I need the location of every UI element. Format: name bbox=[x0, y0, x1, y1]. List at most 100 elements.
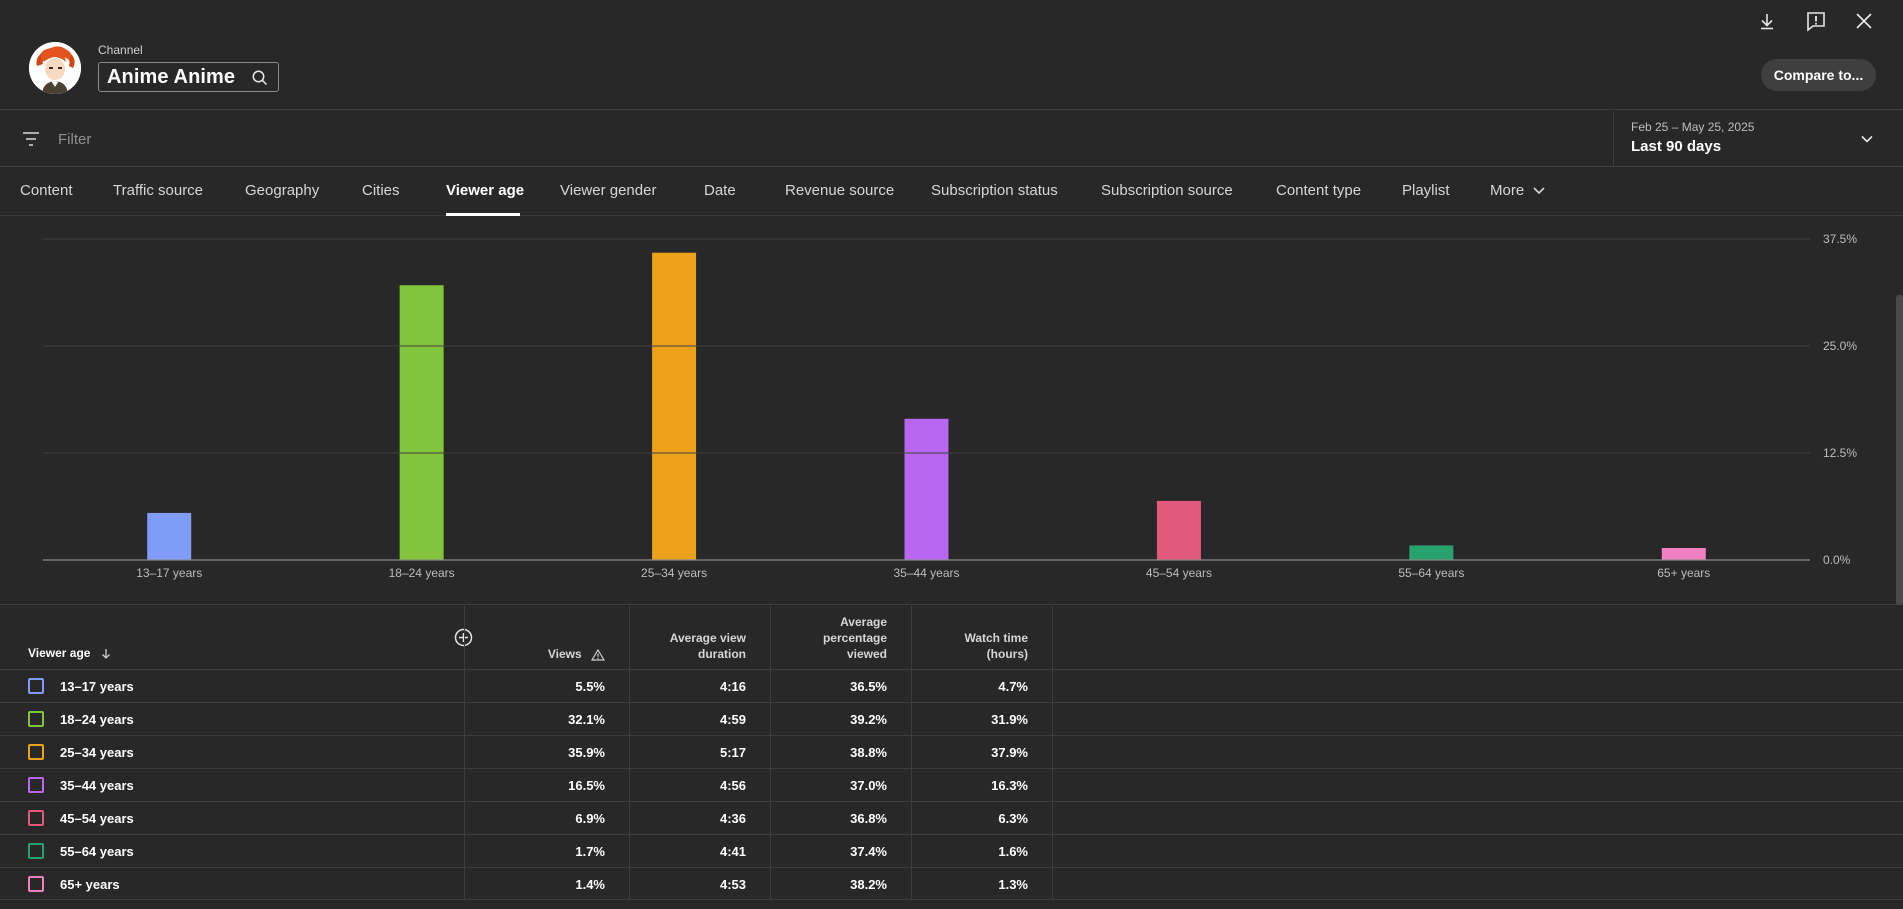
avg-pct-header-line1: Average bbox=[840, 615, 887, 629]
tab-more-label: More bbox=[1490, 182, 1525, 199]
row-label: 13–17 years bbox=[60, 679, 134, 694]
tab-subscription-source[interactable]: Subscription source bbox=[1101, 182, 1233, 199]
tab-content-type[interactable]: Content type bbox=[1276, 182, 1362, 199]
row-checkbox[interactable] bbox=[28, 843, 44, 859]
bar-1[interactable] bbox=[147, 512, 192, 560]
row-checkbox[interactable] bbox=[28, 876, 44, 892]
x-tick-label: 45–54 years bbox=[1146, 566, 1212, 580]
bar-4[interactable] bbox=[904, 418, 949, 560]
avg-duration-header-line2: duration bbox=[698, 647, 746, 661]
column-divider bbox=[1052, 606, 1053, 900]
row-checkbox[interactable] bbox=[28, 744, 44, 760]
row-label: 65+ years bbox=[60, 877, 120, 892]
date-range-picker[interactable]: Feb 25 – May 25, 2025 Last 90 days bbox=[1613, 111, 1903, 167]
row-label: 45–54 years bbox=[60, 811, 134, 826]
channel-selector[interactable]: Anime Anime bbox=[98, 62, 279, 92]
x-tick-label: 13–17 years bbox=[136, 566, 202, 580]
table-row[interactable]: 45–54 years 6.9% 4:36 36.8% 6.3% bbox=[0, 801, 1903, 834]
column-header-views[interactable]: Views bbox=[500, 646, 606, 709]
cell-views: 32.1% bbox=[568, 712, 605, 727]
column-header-label: Viewer age bbox=[28, 646, 91, 660]
tab-viewer-gender[interactable]: Viewer gender bbox=[560, 182, 657, 199]
bar-7[interactable] bbox=[1661, 548, 1706, 560]
add-circle-icon[interactable] bbox=[454, 628, 473, 647]
scrollbar[interactable] bbox=[1896, 295, 1903, 605]
row-label: 25–34 years bbox=[60, 745, 134, 760]
avg-duration-header-line1: Average view bbox=[669, 631, 746, 645]
channel-caption: Channel bbox=[98, 43, 143, 57]
bar-2[interactable] bbox=[399, 285, 444, 560]
row-checkbox[interactable] bbox=[28, 711, 44, 727]
tab-cities[interactable]: Cities bbox=[362, 182, 400, 199]
row-checkbox[interactable] bbox=[28, 678, 44, 694]
tab-traffic-source[interactable]: Traffic source bbox=[113, 182, 204, 199]
cell-watch-time: 1.6% bbox=[998, 844, 1028, 859]
tab-geography[interactable]: Geography bbox=[245, 182, 320, 199]
channel-name: Anime Anime bbox=[107, 65, 236, 88]
cell-watch-time: 16.3% bbox=[991, 778, 1028, 793]
download-icon[interactable] bbox=[1756, 10, 1778, 32]
tab-more[interactable]: More bbox=[1490, 182, 1546, 199]
chevron-down-icon[interactable] bbox=[1860, 132, 1874, 146]
cell-avg-duration: 5:17 bbox=[719, 745, 746, 760]
table-row[interactable]: 35–44 years 16.5% 4:56 37.0% 16.3% bbox=[0, 768, 1903, 801]
table-bottom-border bbox=[0, 899, 1903, 900]
cell-views: 1.7% bbox=[575, 844, 605, 859]
cell-avg-duration: 4:36 bbox=[719, 811, 746, 826]
cell-views: 16.5% bbox=[568, 778, 605, 793]
cell-avg-percentage: 36.8% bbox=[850, 811, 887, 826]
column-header-viewer-age[interactable]: Viewer age bbox=[28, 646, 112, 660]
feedback-icon[interactable] bbox=[1805, 10, 1827, 32]
column-divider bbox=[629, 606, 630, 900]
table-row[interactable]: 25–34 years 35.9% 5:17 38.8% 37.9% bbox=[0, 735, 1903, 768]
search-icon[interactable] bbox=[251, 69, 269, 87]
tab-revenue-source[interactable]: Revenue source bbox=[785, 182, 895, 199]
data-table: Viewer age Views Average view duration A… bbox=[0, 606, 1903, 909]
close-icon[interactable] bbox=[1853, 10, 1875, 32]
cell-avg-percentage: 37.4% bbox=[850, 844, 887, 859]
cell-views: 1.4% bbox=[575, 877, 605, 892]
compare-button[interactable]: Compare to... bbox=[1761, 59, 1876, 91]
column-divider bbox=[911, 606, 912, 900]
x-tick-label: 55–64 years bbox=[1398, 566, 1464, 580]
bar-5[interactable] bbox=[1156, 500, 1201, 560]
bar-3[interactable] bbox=[652, 252, 697, 561]
cell-views: 6.9% bbox=[575, 811, 605, 826]
filter-input[interactable] bbox=[58, 128, 758, 150]
column-header-watch-time[interactable]: Watch time (hours) bbox=[910, 630, 1028, 693]
row-label: 18–24 years bbox=[60, 712, 134, 727]
table-row[interactable]: 18–24 years 32.1% 4:59 39.2% 31.9% bbox=[0, 702, 1903, 735]
cell-avg-duration: 4:16 bbox=[719, 679, 746, 694]
y-tick-label: 12.5% bbox=[1823, 446, 1857, 460]
cell-avg-duration: 4:56 bbox=[719, 778, 746, 793]
tab-subscription-status[interactable]: Subscription status bbox=[931, 182, 1058, 199]
chevron-down-icon bbox=[1533, 187, 1545, 195]
cell-views: 5.5% bbox=[575, 679, 605, 694]
row-label: 35–44 years bbox=[60, 778, 134, 793]
row-checkbox[interactable] bbox=[28, 777, 44, 793]
y-tick-label: 0.0% bbox=[1823, 553, 1851, 567]
arrow-down-icon bbox=[101, 648, 110, 659]
cell-avg-percentage: 39.2% bbox=[850, 712, 887, 727]
column-header-avg-duration[interactable]: Average view duration bbox=[630, 630, 746, 693]
filter-bar: Feb 25 – May 25, 2025 Last 90 days bbox=[0, 111, 1903, 167]
row-checkbox[interactable] bbox=[28, 810, 44, 826]
tab-playlist[interactable]: Playlist bbox=[1402, 182, 1450, 199]
filter-icon[interactable] bbox=[21, 130, 41, 148]
cell-watch-time: 37.9% bbox=[991, 745, 1028, 760]
table-row[interactable]: 13–17 years 5.5% 4:16 36.5% 4.7% bbox=[0, 669, 1903, 702]
table-row[interactable]: 65+ years 1.4% 4:53 38.2% 1.3% bbox=[0, 867, 1903, 900]
bar-6[interactable] bbox=[1409, 545, 1454, 560]
table-row[interactable]: 55–64 years 1.7% 4:41 37.4% 1.6% bbox=[0, 834, 1903, 867]
viewer-age-chart: 13–17 years 18–24 years 25–34 years 35–44 y… bbox=[0, 217, 1903, 605]
cell-avg-percentage: 38.2% bbox=[850, 877, 887, 892]
cell-avg-percentage: 37.0% bbox=[850, 778, 887, 793]
warning-icon bbox=[590, 648, 606, 661]
channel-avatar[interactable] bbox=[29, 42, 81, 94]
tab-viewer-age[interactable]: Viewer age bbox=[446, 182, 525, 199]
tab-date[interactable]: Date bbox=[704, 182, 736, 199]
tab-content[interactable]: Content bbox=[20, 182, 73, 199]
row-label: 55–64 years bbox=[60, 844, 134, 859]
watch-time-header-line2: (hours) bbox=[986, 647, 1028, 661]
column-header-avg-percentage[interactable]: Average percentage viewed bbox=[770, 614, 887, 677]
